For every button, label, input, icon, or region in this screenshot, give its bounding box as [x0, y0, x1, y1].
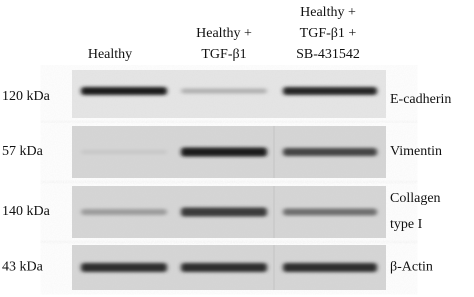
column-header: Healthy [88, 47, 132, 62]
protein-band [181, 263, 267, 272]
molecular-weight-label: 120 kDa [2, 89, 51, 104]
protein-band [283, 87, 377, 95]
protein-band [283, 208, 377, 216]
molecular-weight-label: 140 kDa [2, 204, 51, 219]
column-header: SB-431542 [296, 47, 360, 62]
column-header: TGF-β1 + [300, 26, 357, 41]
protein-band [181, 88, 267, 94]
protein-band [81, 87, 167, 95]
molecular-weight-label: 43 kDa [2, 260, 44, 275]
protein-label: Vimentin [390, 144, 442, 159]
protein-label: β-Actin [390, 260, 433, 275]
protein-band [283, 148, 377, 156]
column-header: TGF-β1 [201, 47, 246, 62]
protein-label: Collagen [390, 191, 441, 206]
protein-label: type I [390, 217, 423, 232]
protein-band [181, 147, 267, 157]
protein-band [81, 263, 167, 272]
protein-label: E-cadherin [390, 92, 451, 107]
protein-band [81, 209, 167, 215]
protein-band [283, 263, 377, 272]
column-header: Healthy + [196, 26, 252, 41]
protein-band [81, 150, 167, 154]
protein-band [181, 207, 267, 217]
column-header: Healthy + [300, 5, 356, 20]
molecular-weight-label: 57 kDa [2, 144, 44, 159]
